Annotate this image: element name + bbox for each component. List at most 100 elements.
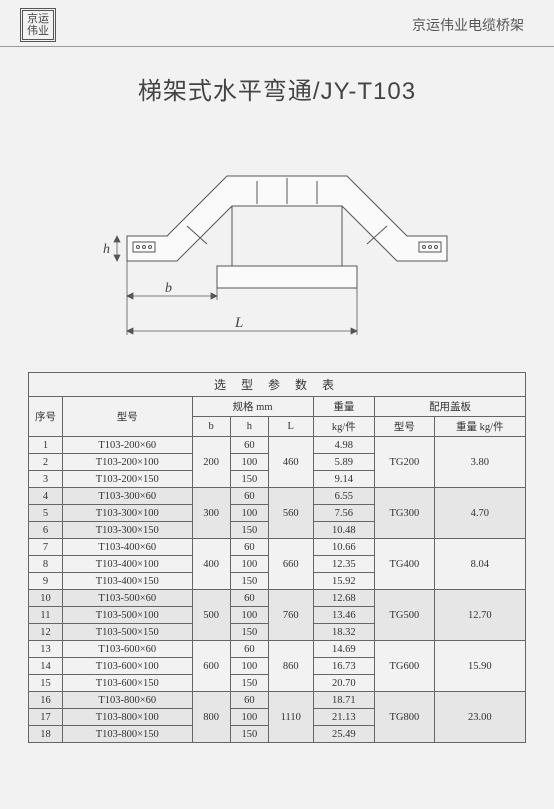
cell-model: T103-400×150 <box>62 573 192 590</box>
cell-model: T103-600×150 <box>62 675 192 692</box>
cell-cover-model: TG200 <box>375 437 434 488</box>
cell-cover-weight: 4.70 <box>434 488 525 539</box>
cell-h: 100 <box>230 709 268 726</box>
product-diagram: h b L <box>57 116 497 356</box>
cell-weight: 12.35 <box>313 556 375 573</box>
logo-text-2: 伟业 <box>27 25 49 37</box>
cell-model: T103-800×100 <box>62 709 192 726</box>
cell-weight: 6.55 <box>313 488 375 505</box>
cell-weight: 16.73 <box>313 658 375 675</box>
table-body: 1T103-200×60200604604.98TG2003.802T103-2… <box>29 437 526 743</box>
spec-table-container: 选 型 参 数 表 序号 型号 规格 mm 重量 配用盖板 b h L kg/件… <box>28 372 526 743</box>
cell-h: 150 <box>230 471 268 488</box>
cell-h: 60 <box>230 692 268 709</box>
cell-L: 760 <box>268 590 313 641</box>
dim-b-label: b <box>165 281 172 296</box>
th-cover-weight: 重量 kg/件 <box>434 417 525 437</box>
cell-seq: 15 <box>29 675 63 692</box>
cell-h: 60 <box>230 590 268 607</box>
cell-model: T103-400×100 <box>62 556 192 573</box>
cell-h: 150 <box>230 675 268 692</box>
cell-h: 150 <box>230 573 268 590</box>
cell-weight: 25.49 <box>313 726 375 743</box>
cell-seq: 8 <box>29 556 63 573</box>
page-header: 京运 伟业 京运伟业电缆桥架 <box>0 0 554 47</box>
cell-h: 150 <box>230 522 268 539</box>
cell-h: 100 <box>230 556 268 573</box>
cell-h: 150 <box>230 726 268 743</box>
logo-text-1: 京运 <box>27 13 49 25</box>
cell-weight: 14.69 <box>313 641 375 658</box>
cell-model: T103-300×60 <box>62 488 192 505</box>
cell-weight: 10.66 <box>313 539 375 556</box>
dim-L-label: L <box>234 315 243 331</box>
cell-b: 600 <box>192 641 230 692</box>
cell-seq: 10 <box>29 590 63 607</box>
cell-h: 150 <box>230 624 268 641</box>
cell-seq: 3 <box>29 471 63 488</box>
cell-h: 60 <box>230 641 268 658</box>
cell-model: T103-600×100 <box>62 658 192 675</box>
cell-b: 200 <box>192 437 230 488</box>
cell-weight: 13.46 <box>313 607 375 624</box>
cell-model: T103-800×150 <box>62 726 192 743</box>
cell-weight: 10.48 <box>313 522 375 539</box>
th-h: h <box>230 417 268 437</box>
cell-cover-model: TG800 <box>375 692 434 743</box>
th-cover-model: 型号 <box>375 417 434 437</box>
table-row: 13T103-600×606006086014.69TG60015.90 <box>29 641 526 658</box>
cell-model: T103-600×60 <box>62 641 192 658</box>
table-row: 16T103-800×6080060111018.71TG80023.00 <box>29 692 526 709</box>
th-weight-unit: kg/件 <box>313 417 375 437</box>
cell-weight: 18.32 <box>313 624 375 641</box>
cell-model: T103-800×60 <box>62 692 192 709</box>
cell-b: 300 <box>192 488 230 539</box>
logo: 京运 伟业 <box>20 8 56 42</box>
cell-seq: 9 <box>29 573 63 590</box>
cell-h: 60 <box>230 437 268 454</box>
cell-model: T103-200×150 <box>62 471 192 488</box>
cell-weight: 18.71 <box>313 692 375 709</box>
cell-model: T103-300×150 <box>62 522 192 539</box>
cell-L: 560 <box>268 488 313 539</box>
th-model: 型号 <box>62 397 192 437</box>
cell-seq: 14 <box>29 658 63 675</box>
th-seq: 序号 <box>29 397 63 437</box>
cell-seq: 2 <box>29 454 63 471</box>
cell-model: T103-300×100 <box>62 505 192 522</box>
cell-model: T103-200×60 <box>62 437 192 454</box>
cell-L: 860 <box>268 641 313 692</box>
cell-weight: 5.89 <box>313 454 375 471</box>
cell-weight: 20.70 <box>313 675 375 692</box>
cell-model: T103-500×100 <box>62 607 192 624</box>
spec-table: 选 型 参 数 表 序号 型号 规格 mm 重量 配用盖板 b h L kg/件… <box>28 372 526 743</box>
cell-cover-model: TG300 <box>375 488 434 539</box>
th-b: b <box>192 417 230 437</box>
cell-seq: 5 <box>29 505 63 522</box>
cell-seq: 13 <box>29 641 63 658</box>
cell-weight: 12.68 <box>313 590 375 607</box>
cell-weight: 9.14 <box>313 471 375 488</box>
cell-h: 60 <box>230 488 268 505</box>
cell-weight: 21.13 <box>313 709 375 726</box>
cell-model: T103-500×150 <box>62 624 192 641</box>
product-title: 梯架式水平弯通/JY-T103 <box>0 71 554 106</box>
cell-weight: 15.92 <box>313 573 375 590</box>
table-row: 7T103-400×604006066010.66TG4008.04 <box>29 539 526 556</box>
cell-cover-weight: 23.00 <box>434 692 525 743</box>
cell-L: 460 <box>268 437 313 488</box>
cell-seq: 16 <box>29 692 63 709</box>
cell-cover-weight: 3.80 <box>434 437 525 488</box>
cell-h: 100 <box>230 454 268 471</box>
table-title: 选 型 参 数 表 <box>29 373 526 397</box>
cell-h: 60 <box>230 539 268 556</box>
th-spec: 规格 mm <box>192 397 313 417</box>
cell-model: T103-400×60 <box>62 539 192 556</box>
cell-cover-model: TG600 <box>375 641 434 692</box>
cell-weight: 7.56 <box>313 505 375 522</box>
cell-seq: 7 <box>29 539 63 556</box>
cell-seq: 17 <box>29 709 63 726</box>
th-weight: 重量 <box>313 397 375 417</box>
cell-b: 500 <box>192 590 230 641</box>
cell-seq: 6 <box>29 522 63 539</box>
